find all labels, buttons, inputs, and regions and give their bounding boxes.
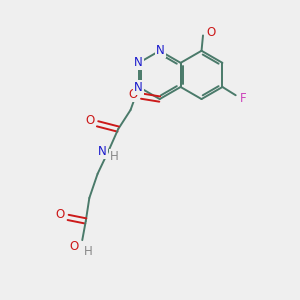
Text: O: O (85, 114, 94, 127)
Text: H: H (110, 150, 119, 163)
Text: O: O (69, 240, 79, 253)
Text: F: F (240, 92, 246, 105)
Text: O: O (129, 88, 138, 101)
Text: H: H (84, 245, 92, 258)
Text: O: O (206, 26, 216, 39)
Text: N: N (134, 81, 142, 94)
Text: N: N (98, 145, 107, 158)
Text: O: O (56, 208, 65, 221)
Text: N: N (134, 56, 142, 69)
Text: N: N (156, 44, 165, 57)
